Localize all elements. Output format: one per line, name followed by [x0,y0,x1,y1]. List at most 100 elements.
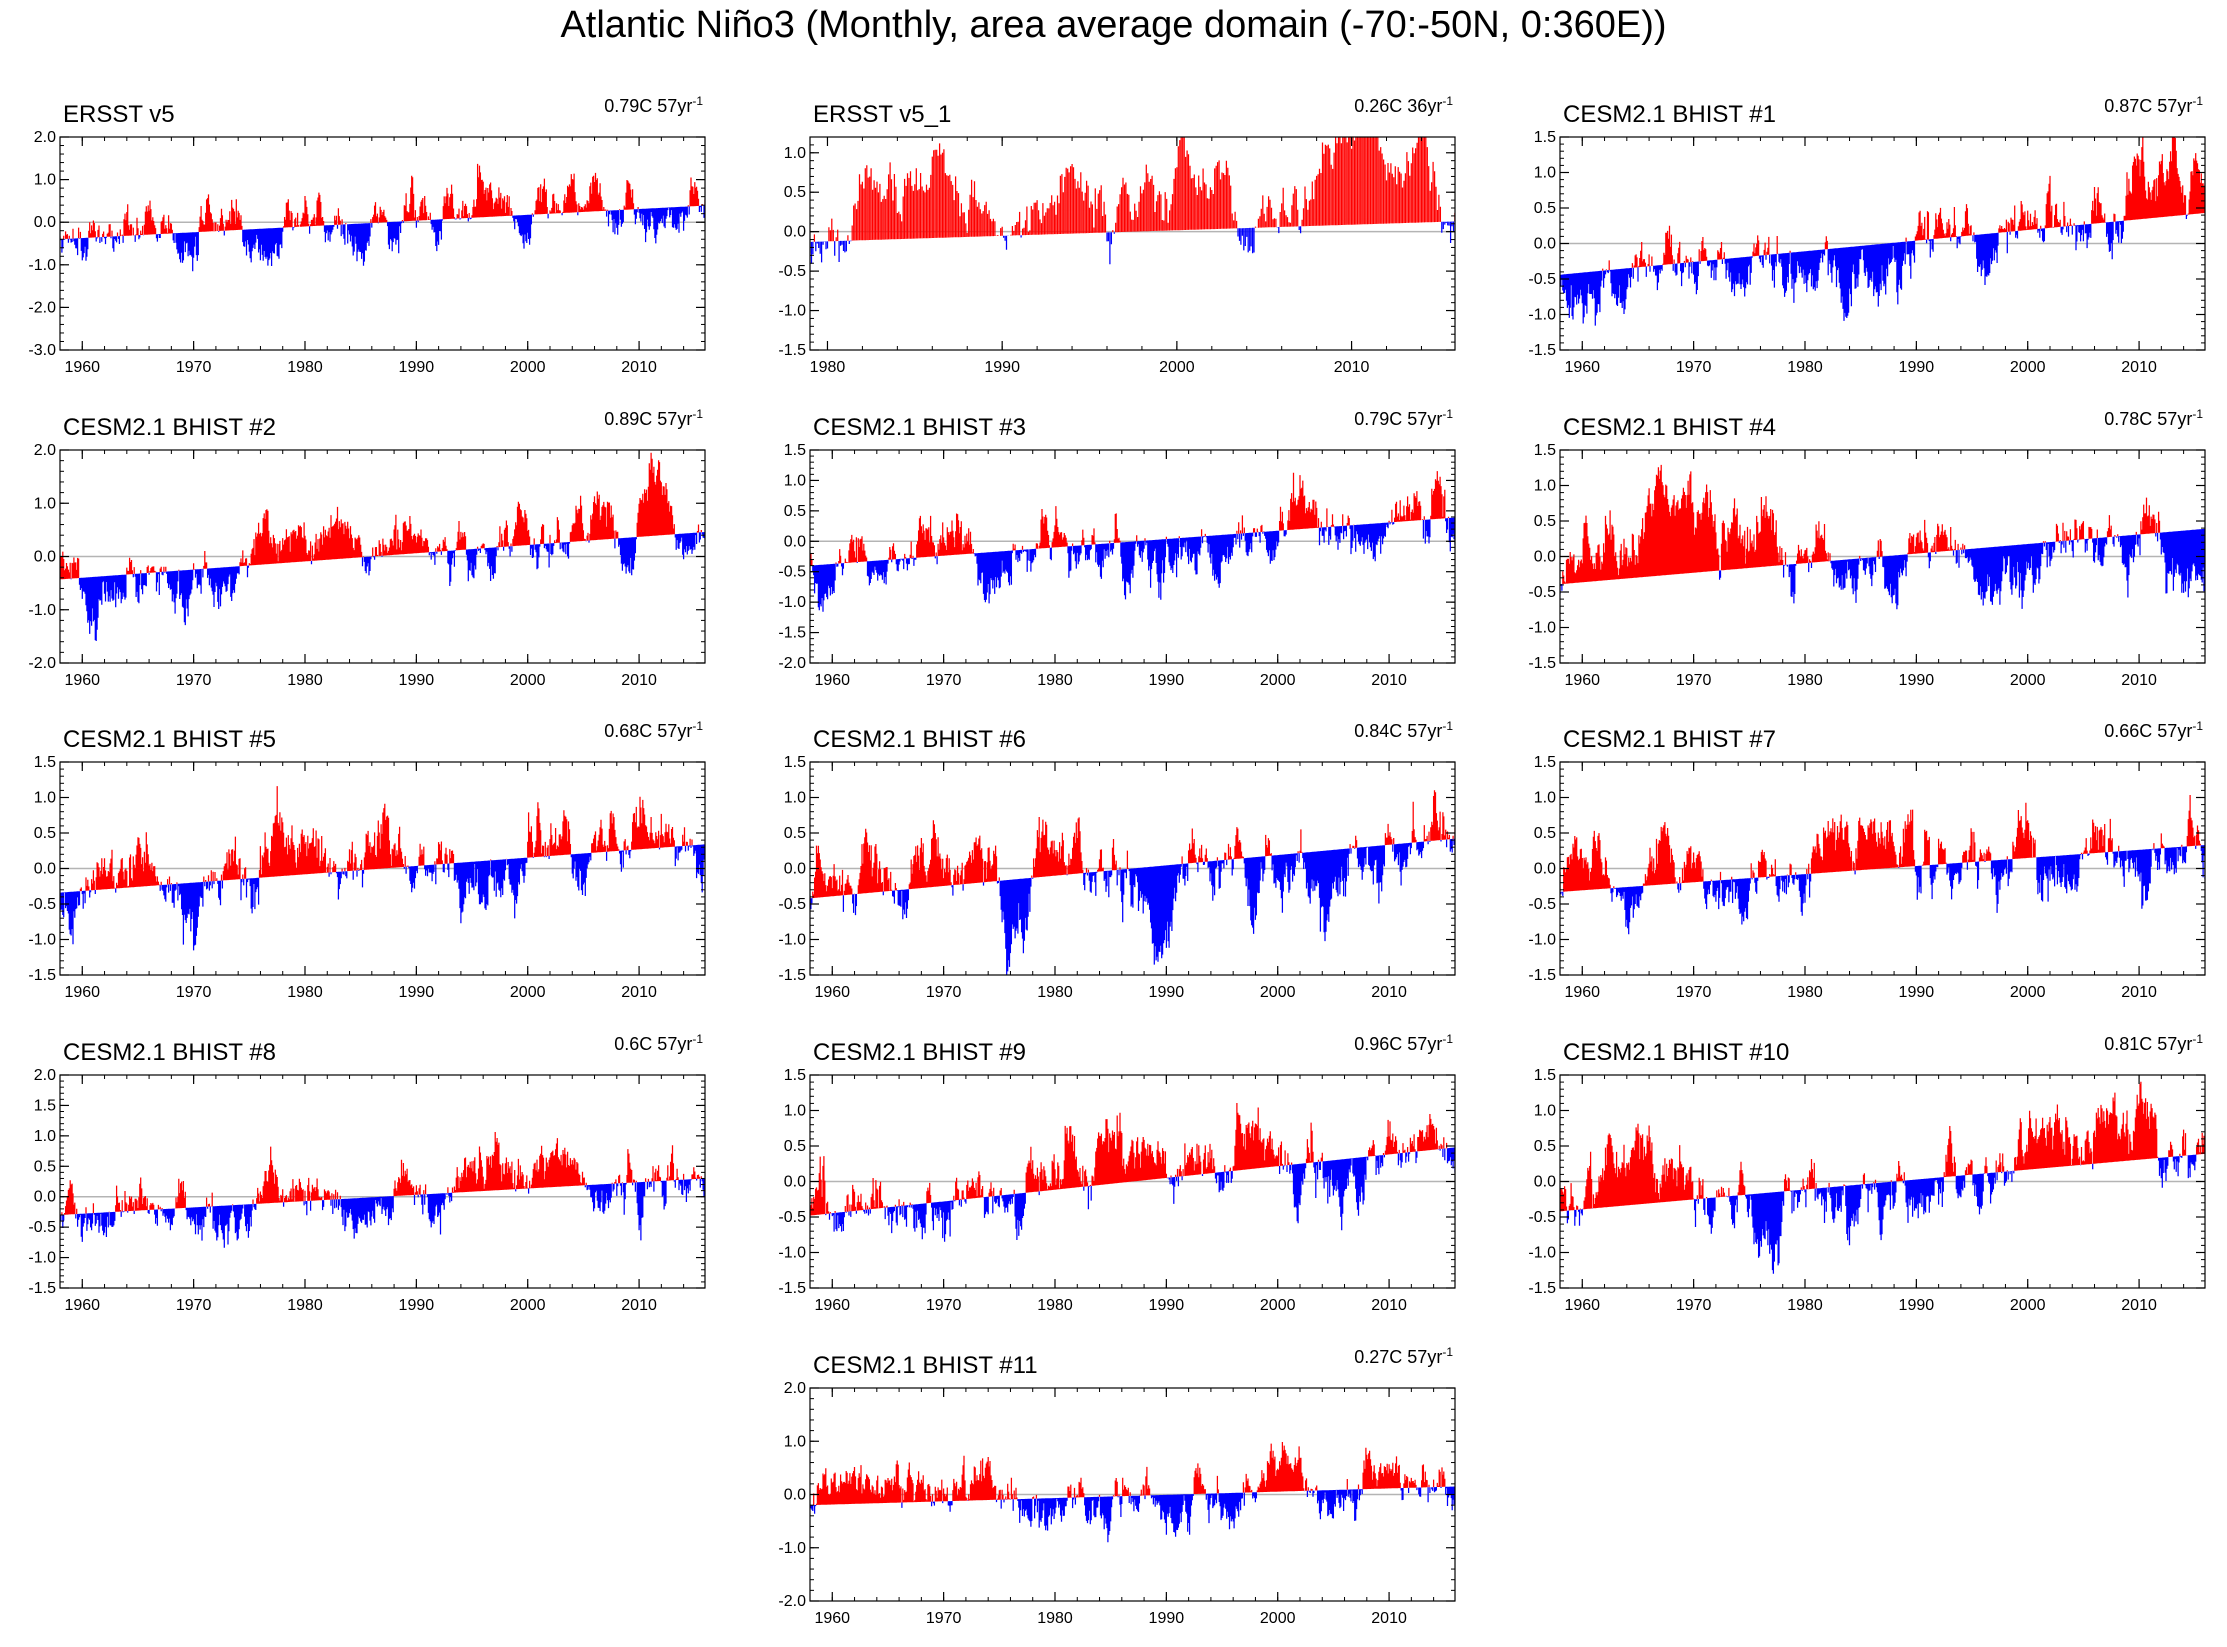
x-tick-label: 1960 [64,359,100,376]
x-tick-label: 1980 [287,672,323,689]
negative-anomaly-bars [810,221,1455,265]
y-tick-label: -1.5 [778,625,806,642]
x-tick-label: 1970 [176,672,212,689]
y-tick-label: -1.0 [28,602,56,619]
y-tick-label: -1.0 [28,257,56,274]
y-tick-label: -0.5 [778,564,806,581]
positive-anomaly-bars [810,790,1455,899]
x-tick-label: 1990 [1149,1610,1185,1627]
x-tick-label: 1980 [1787,984,1823,1001]
y-tick-label: 0.5 [34,825,56,842]
panel-title: CESM2.1 BHIST #10 [1563,1039,1789,1066]
y-tick-label: 1.0 [784,472,806,489]
y-tick-label: 1.0 [34,495,56,512]
x-tick-label: 1990 [399,984,435,1001]
negative-anomaly-bars [1560,1154,2197,1274]
y-tick-label: 0.0 [784,1487,806,1504]
x-tick-label: 1990 [1899,984,1935,1001]
y-tick-label: 1.5 [1534,754,1556,771]
trend-label: 0.89C 57yr-1 [604,407,703,429]
y-tick-label: 0.0 [34,214,56,231]
y-tick-label: 2.0 [34,129,56,146]
y-tick-label: -0.5 [28,896,56,913]
chart-svg: CESM2.1 BHIST #11 0.27C 57yr-1 -2.0 -1.0 0.0… [778,1345,1456,1627]
x-tick-label: 1970 [926,1297,962,1314]
x-tick-label: 2000 [1260,984,1296,1001]
panel-ersst-v5: ERSST v5 0.79C 57yr-1 -3.0 -2.0 -1.0 0.0 1.0 2.… [0,82,720,392]
chart-svg: CESM2.1 BHIST #2 0.89C 57yr-1 -2.0 -1.0 0.0 1… [28,407,706,689]
positive-anomaly-bars [79,786,693,892]
negative-anomaly-bars [1560,528,2205,610]
y-tick-label: -1.5 [1528,967,1556,984]
negative-anomaly-bars [810,838,1455,975]
positive-anomaly-bars [813,137,1455,242]
x-tick-label: 1980 [1787,359,1823,376]
x-tick-label: 1990 [399,1297,435,1314]
y-tick-label: -1.0 [1528,620,1556,637]
y-tick-label: -1.5 [1528,1280,1556,1297]
positive-anomaly-bars [1560,795,2201,892]
y-tick-label: -1.0 [778,932,806,949]
x-tick-label: 1980 [1037,672,1073,689]
y-tick-label: -0.5 [778,1209,806,1226]
negative-anomaly-bars [1560,845,2205,935]
y-tick-label: 1.0 [1534,1103,1556,1120]
y-tick-label: 0.5 [1534,1138,1556,1155]
y-tick-label: 0.0 [34,1189,56,1206]
x-tick-label: 2000 [2010,672,2046,689]
x-tick-label: 1970 [176,359,212,376]
panel-title: CESM2.1 BHIST #9 [813,1039,1026,1066]
x-tick-label: 2000 [510,359,546,376]
y-tick-label: 1.0 [1534,790,1556,807]
chart-svg: CESM2.1 BHIST #10 0.81C 57yr-1 -1.5 -1.0 -0.… [1528,1032,2206,1314]
x-tick-label: 2010 [1371,1297,1407,1314]
x-tick-label: 1960 [814,1297,850,1314]
panel-cesm-bhist-7: CESM2.1 BHIST #7 0.66C 57yr-1 -1.5 -1.0 -0.5… [1500,707,2220,1017]
x-tick-label: 1960 [1564,1297,1600,1314]
y-tick-label: -1.5 [778,967,806,984]
y-tick-label: -0.5 [1528,1209,1556,1226]
panel-cesm-bhist-10: CESM2.1 BHIST #10 0.81C 57yr-1 -1.5 -1.0 -0.… [1500,1020,2220,1330]
x-tick-label: 1980 [287,359,323,376]
y-tick-label: 1.5 [34,1097,56,1114]
x-tick-label: 1960 [64,1297,100,1314]
x-tick-label: 1960 [64,672,100,689]
panel-cesm-bhist-8: CESM2.1 BHIST #8 0.6C 57yr-1 -1.5 -1.0 -0.5 0… [0,1020,720,1330]
panel-title: ERSST v5_1 [813,101,951,128]
y-tick-label: -0.5 [778,263,806,280]
x-tick-label: 1980 [287,984,323,1001]
x-tick-label: 1990 [1899,672,1935,689]
y-tick-label: 1.5 [1534,1067,1556,1084]
y-tick-label: 1.0 [34,172,56,189]
x-tick-label: 1990 [1899,359,1935,376]
y-tick-label: 0.5 [784,1138,806,1155]
positive-anomaly-bars [61,1132,702,1215]
y-tick-label: 0.5 [784,503,806,520]
panel-cesm-bhist-1: CESM2.1 BHIST #1 0.87C 57yr-1 -1.5 -1.0 -0.5… [1500,82,2220,392]
y-tick-label: 1.5 [784,442,806,459]
x-tick-label: 1990 [399,359,435,376]
chart-svg: CESM2.1 BHIST #1 0.87C 57yr-1 -1.5 -1.0 -0.5… [1528,94,2206,376]
panel-cesm-bhist-2: CESM2.1 BHIST #2 0.89C 57yr-1 -2.0 -1.0 0.0 1… [0,395,720,705]
panel-cesm-bhist-6: CESM2.1 BHIST #6 0.84C 57yr-1 -1.5 -1.0 -0.5… [750,707,1470,1017]
negative-anomaly-bars [812,517,1455,612]
x-tick-label: 2010 [621,359,657,376]
panel-title: CESM2.1 BHIST #5 [63,726,276,753]
y-tick-label: -3.0 [28,342,56,359]
x-tick-label: 1970 [926,984,962,1001]
y-tick-label: -1.0 [1528,932,1556,949]
x-tick-label: 1980 [1787,1297,1823,1314]
panel-title: CESM2.1 BHIST #1 [1563,101,1776,128]
y-tick-label: 0.0 [1534,549,1556,566]
trend-label: 0.78C 57yr-1 [2104,407,2203,429]
panel-cesm-bhist-4: CESM2.1 BHIST #4 0.78C 57yr-1 -1.5 -1.0 -0.5… [1500,395,2220,705]
y-tick-label: 1.5 [784,1067,806,1084]
panel-title: ERSST v5 [63,101,175,128]
x-tick-label: 1980 [810,359,846,376]
positive-anomaly-bars [1562,464,2161,584]
y-tick-label: 0.5 [1534,513,1556,530]
x-tick-label: 1970 [176,1297,212,1314]
panel-title: CESM2.1 BHIST #8 [63,1039,276,1066]
y-tick-label: 0.0 [1534,1174,1556,1191]
y-tick-label: 0.0 [784,861,806,878]
